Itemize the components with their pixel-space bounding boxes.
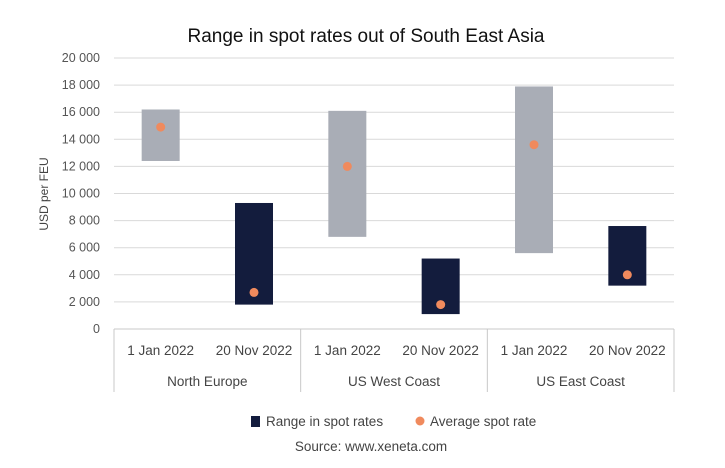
y-tick-label: 14 000	[62, 132, 100, 146]
group-label: North Europe	[167, 374, 247, 389]
range-bar	[515, 86, 553, 254]
group-label: US East Coast	[536, 374, 625, 389]
legend-marker-average	[415, 416, 425, 426]
group-label: US West Coast	[348, 374, 440, 389]
gridlines	[114, 57, 674, 330]
average-dot	[249, 287, 259, 297]
x-tick-label: 20 Nov 2022	[589, 343, 666, 358]
y-tick-label: 4 000	[69, 268, 100, 282]
chart-title: Range in spot rates out of South East As…	[187, 26, 544, 47]
y-axis-label: USD per FEU	[37, 157, 51, 230]
range-bar	[235, 202, 273, 305]
y-tick-label: 8 000	[69, 214, 100, 228]
legend-label-range: Range in spot rates	[266, 414, 383, 429]
x-tick-label: 1 Jan 2022	[314, 343, 381, 358]
x-tick-label: 20 Nov 2022	[216, 343, 293, 358]
average-markers	[156, 122, 632, 310]
y-tick-label: 18 000	[62, 78, 100, 92]
source-note: Source: www.xeneta.com	[295, 439, 447, 454]
y-tick-label: 10 000	[62, 187, 100, 201]
x-tick-label: 1 Jan 2022	[501, 343, 568, 358]
y-axis-ticks: 0 2 000 4 000 6 000 8 000 10 000 12 000 14 000 1…	[62, 51, 100, 336]
y-tick-label: 0	[93, 322, 100, 336]
x-tick-label: 1 Jan 2022	[127, 343, 194, 358]
average-dot	[156, 122, 166, 132]
y-tick-label: 6 000	[69, 241, 100, 255]
legend-label-average: Average spot rate	[430, 414, 536, 429]
average-dot	[622, 270, 632, 280]
bars	[141, 86, 647, 315]
y-tick-label: 2 000	[69, 295, 100, 309]
legend: Range in spot rates Average spot rate	[251, 414, 536, 429]
x-tick-label: 20 Nov 2022	[402, 343, 479, 358]
x-axis: 1 Jan 2022 20 Nov 2022 1 Jan 2022 20 Nov 20…	[113, 328, 675, 392]
range-bar	[328, 110, 367, 237]
range-bar	[141, 109, 180, 161]
average-dot	[529, 140, 539, 150]
y-tick-label: 20 000	[62, 51, 100, 65]
average-dot	[436, 300, 446, 310]
average-dot	[342, 161, 352, 171]
legend-marker-range	[251, 416, 260, 427]
y-tick-label: 12 000	[62, 159, 100, 173]
y-tick-label: 16 000	[62, 105, 100, 119]
